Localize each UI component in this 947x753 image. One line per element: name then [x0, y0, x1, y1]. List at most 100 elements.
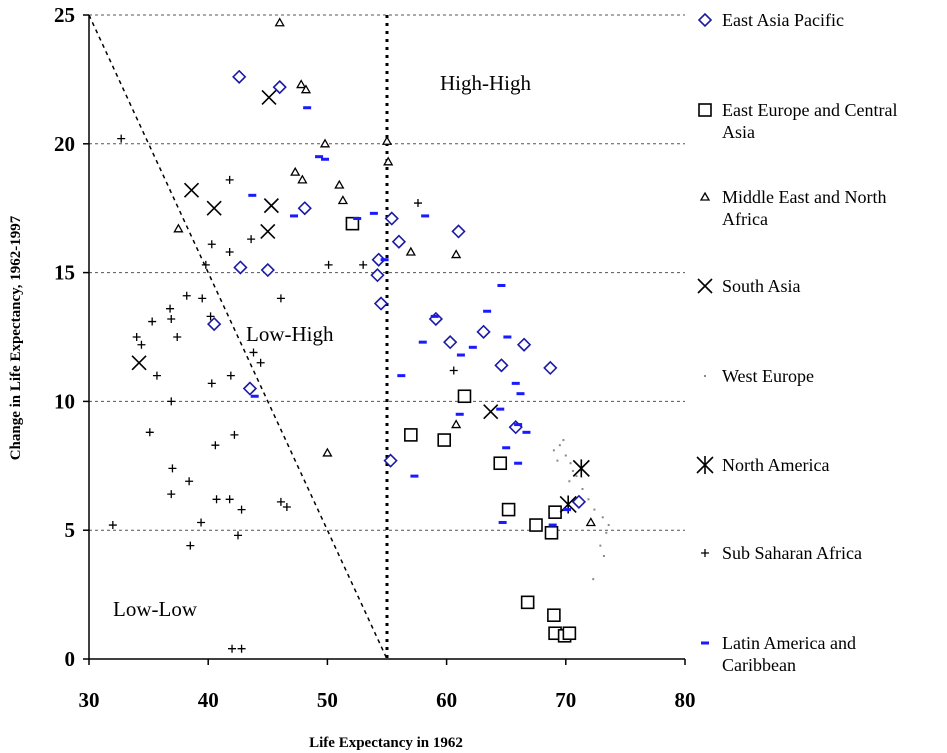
legend-item: East Asia Pacific: [697, 10, 844, 30]
data-point: [152, 371, 161, 380]
data-point: [303, 106, 312, 110]
data-point: [211, 441, 220, 450]
data-point: [206, 200, 222, 216]
data-point: [167, 314, 176, 323]
data-point: [249, 348, 258, 357]
y-tick-label: 20: [54, 132, 75, 156]
legend-marker: [701, 641, 709, 645]
data-point: [501, 502, 516, 517]
series-dot-points: [552, 439, 610, 581]
legend-label: South Asia: [722, 276, 801, 296]
data-point: [322, 447, 333, 457]
data-point: [562, 439, 565, 442]
data-point: [225, 175, 234, 184]
legend-item: North America: [696, 455, 829, 475]
data-point: [256, 358, 265, 367]
data-point: [201, 260, 210, 269]
data-point: [397, 374, 406, 378]
data-point: [601, 516, 604, 519]
data-point: [334, 179, 345, 189]
data-point: [290, 214, 299, 218]
data-point: [234, 531, 242, 540]
data-point: [297, 201, 312, 216]
y-tick-label: 10: [54, 389, 75, 413]
y-tick-label: 0: [65, 647, 76, 671]
data-point: [455, 412, 464, 416]
series-diamond-points: [207, 69, 587, 509]
data-point: [137, 340, 146, 349]
data-point: [568, 480, 571, 483]
legend-label: West Europe: [722, 366, 814, 386]
x-axis-title: Life Expectancy in 1962: [309, 735, 463, 751]
data-point: [514, 423, 523, 427]
legend-marker: [704, 375, 706, 377]
data-point: [207, 379, 216, 388]
reference-lines: [88, 14, 389, 660]
series-dash-points: [248, 106, 571, 527]
diagonal-divider-line: [88, 14, 388, 660]
data-point: [503, 335, 512, 339]
data-point: [493, 456, 508, 471]
data-point: [572, 459, 590, 478]
data-point: [451, 419, 462, 429]
data-point: [451, 224, 466, 239]
legend-label: East Europe and Central Asia: [722, 100, 897, 142]
data-point: [248, 193, 257, 197]
data-point: [263, 198, 279, 214]
data-point: [297, 174, 308, 184]
data-point: [483, 404, 499, 420]
data-point: [556, 459, 559, 462]
data-point: [449, 366, 458, 375]
data-point: [451, 249, 462, 259]
data-point: [547, 608, 561, 623]
data-point: [228, 644, 237, 653]
data-point: [108, 521, 117, 530]
data-point: [497, 283, 506, 287]
data-point: [359, 260, 368, 269]
data-point: [585, 517, 596, 527]
legend-label: Latin America and Caribbean: [722, 633, 856, 675]
data-points: [108, 17, 610, 653]
data-point: [543, 360, 558, 376]
axes: [83, 14, 686, 665]
legend-marker: [696, 456, 714, 474]
data-point: [173, 223, 184, 233]
series-asterisk-points: [559, 459, 590, 514]
data-point: [562, 626, 577, 641]
data-point: [296, 79, 307, 89]
data-point: [421, 214, 430, 218]
region-label-low-high: Low-High: [246, 322, 334, 346]
series-x-points: [131, 89, 499, 420]
data-point: [225, 495, 234, 504]
data-point: [599, 544, 602, 547]
data-point: [381, 135, 393, 145]
data-point: [564, 454, 567, 457]
data-point: [605, 531, 608, 534]
data-point: [230, 430, 239, 439]
data-point: [468, 345, 477, 349]
legend-item: Sub Saharan Africa: [701, 543, 862, 563]
data-point: [529, 518, 543, 532]
data-point: [544, 525, 559, 540]
data-point: [250, 394, 259, 398]
data-point: [496, 407, 505, 411]
data-point: [290, 166, 301, 176]
legend-item: East Europe and Central Asia: [698, 100, 897, 142]
data-point: [260, 262, 275, 278]
data-point: [437, 433, 452, 447]
data-point: [508, 420, 523, 435]
legend-item: Middle East and North Africa: [699, 187, 886, 229]
data-point: [186, 541, 195, 550]
data-point: [300, 84, 312, 94]
x-tick-label: 50: [317, 688, 338, 712]
data-point: [380, 258, 389, 262]
data-point: [443, 335, 458, 350]
data-point: [373, 296, 389, 311]
data-point: [207, 316, 222, 332]
data-point: [428, 311, 444, 327]
data-point: [276, 294, 285, 303]
data-point: [569, 462, 572, 465]
data-point: [494, 358, 509, 373]
data-point: [324, 260, 333, 269]
data-point: [282, 503, 291, 512]
